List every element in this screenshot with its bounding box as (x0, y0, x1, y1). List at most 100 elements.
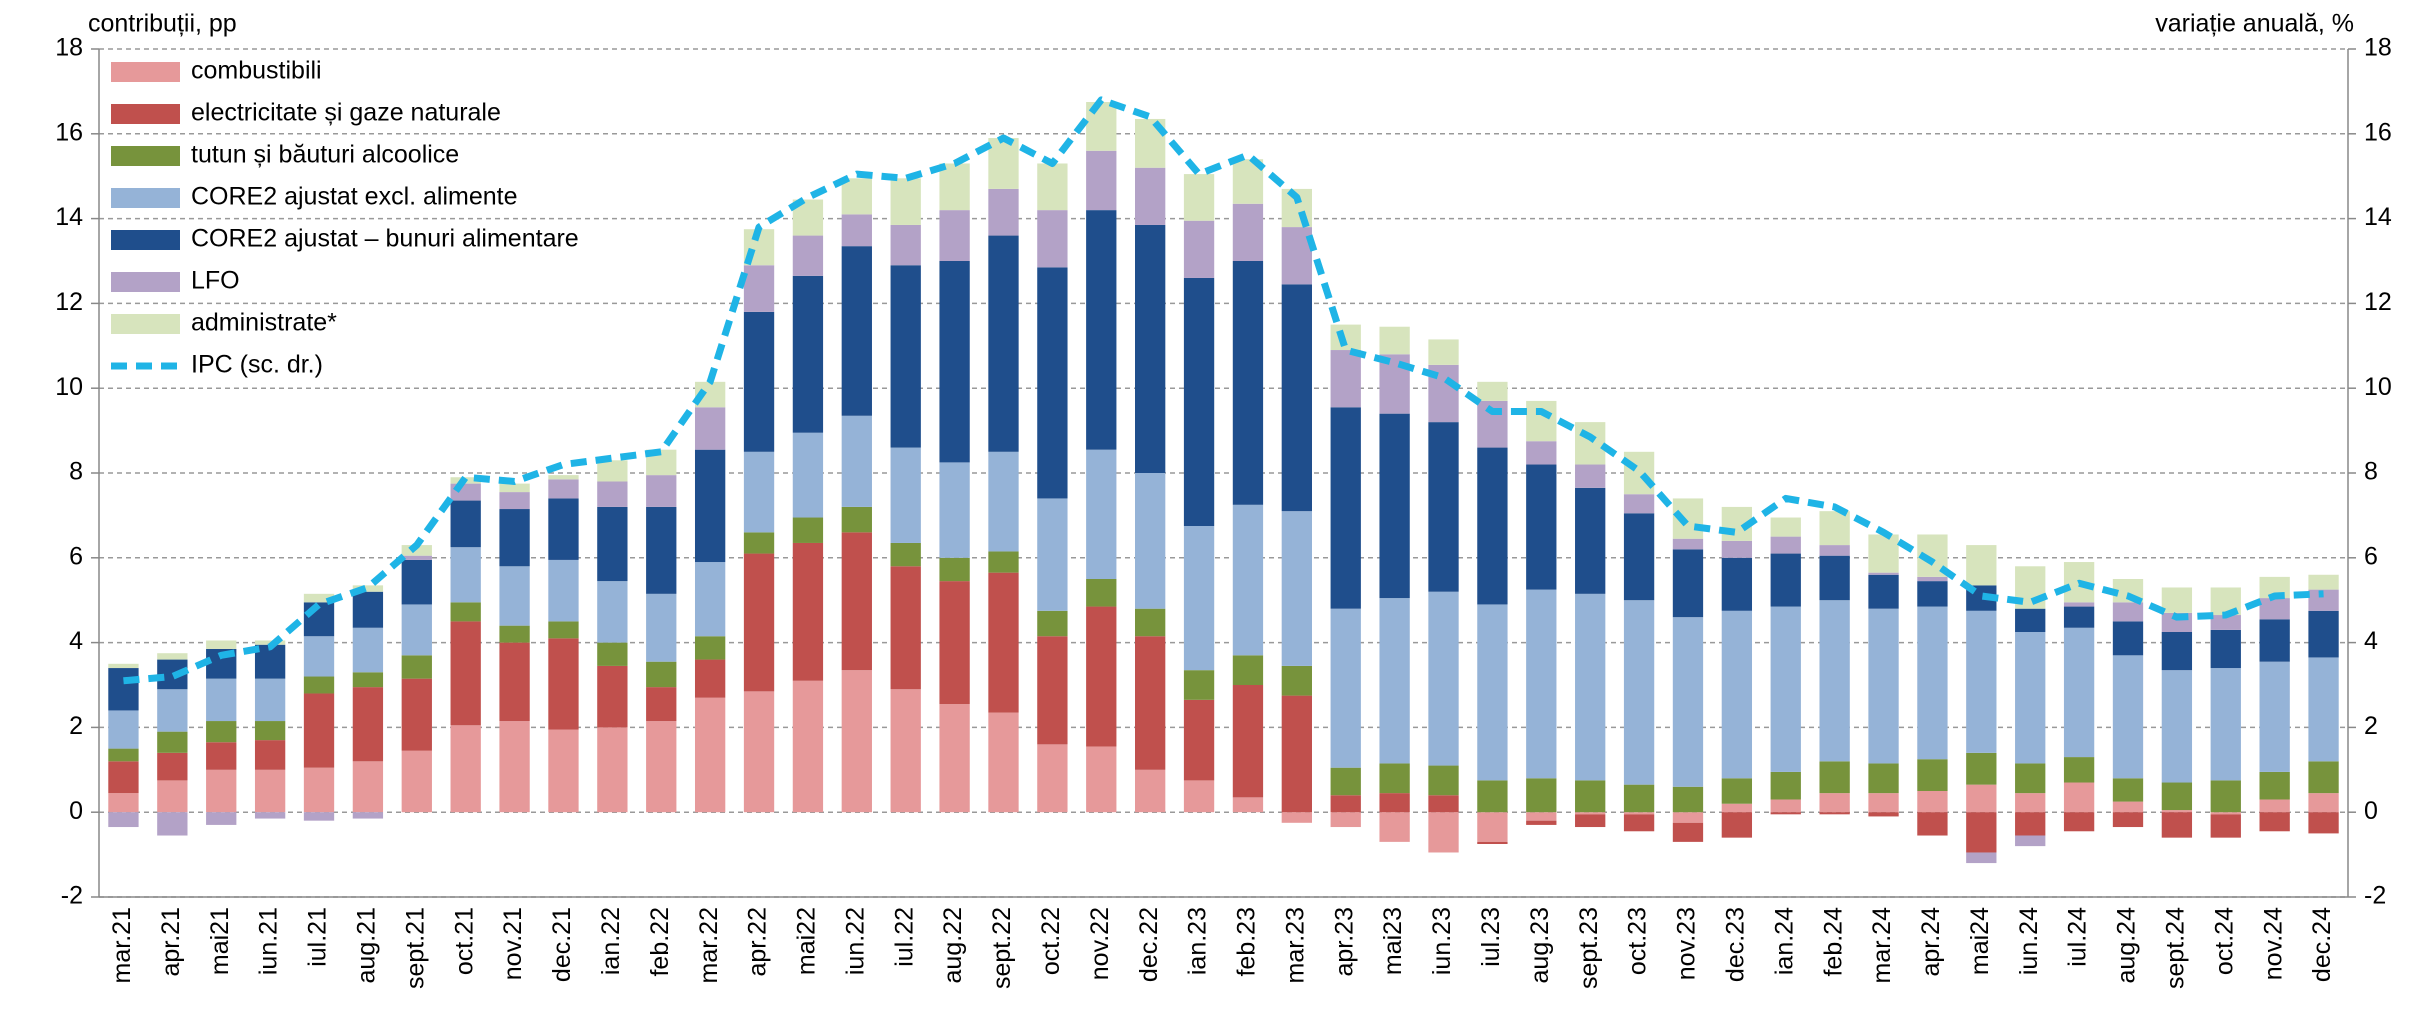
x-tick-label: iul.21 (304, 907, 332, 967)
bar-segment (1819, 761, 1850, 794)
y-tick-label: 18 (55, 34, 83, 62)
bar-segment (1281, 665, 1312, 696)
bar-segment (939, 704, 970, 813)
bar-segment (1086, 449, 1117, 579)
bar-segment (1379, 793, 1410, 813)
bar-segment (743, 311, 775, 452)
y-tick-label: 0 (69, 797, 83, 825)
legend-label: IPC (sc. dr.) (191, 351, 323, 379)
bar-segment (254, 812, 286, 819)
y-tick-label: 4 (69, 627, 83, 655)
y-tick-label: 12 (55, 288, 83, 316)
bar-segment (108, 793, 139, 813)
bar-segment (401, 555, 432, 560)
bar-segment (2015, 812, 2046, 836)
bar-segment (499, 566, 530, 626)
bar-segment (2210, 629, 2241, 669)
bar-segment (646, 661, 677, 688)
bar-segment (743, 553, 775, 692)
bar-segment (1037, 267, 1068, 499)
bar-segment (1330, 324, 1361, 351)
bar-segment (1623, 812, 1655, 815)
bar-segment (1477, 381, 1508, 401)
bar-segment (890, 566, 921, 690)
bar-segment (988, 551, 1019, 573)
bar-segment (2308, 574, 2339, 590)
bar-segment (352, 627, 384, 673)
bar-segment (1183, 780, 1215, 813)
bar-segment (1379, 763, 1410, 794)
bar-segment (1770, 771, 1801, 800)
x-tick-label: sept.24 (2161, 907, 2189, 989)
y2-tick-label: 14 (2364, 203, 2392, 231)
bar-segment (890, 447, 921, 543)
bar-segment (450, 602, 481, 622)
bar-segment (1281, 695, 1312, 813)
bar-segment (743, 265, 775, 312)
bar-segment (499, 721, 530, 813)
bar-segment (1819, 555, 1850, 601)
bar-segment (1575, 780, 1606, 813)
bar-segment (254, 678, 286, 722)
bar-segment (401, 655, 432, 679)
bar-segment (108, 812, 139, 828)
bar-segment (1526, 464, 1557, 590)
bar-segment (1330, 608, 1361, 768)
bar-segment (2112, 602, 2144, 622)
legend-label: CORE2 ajustat – bunuri alimentare (191, 225, 579, 253)
bar-segment (1868, 812, 1899, 817)
bar-segment (2015, 632, 2046, 764)
legend-swatch (111, 230, 180, 250)
bar-segment (1721, 557, 1753, 611)
bar-segment (1526, 441, 1557, 465)
bar-segment (548, 475, 579, 480)
bar-segment (1330, 407, 1361, 609)
bar-segment (499, 642, 530, 722)
bar-segment (352, 591, 384, 628)
x-tick-label: aug.21 (353, 907, 381, 983)
x-tick-label: apr.21 (157, 907, 185, 977)
bar-segment (2015, 793, 2046, 813)
bar-segment (303, 636, 335, 677)
bar-segment (1917, 581, 1948, 607)
bar-segment (1281, 812, 1312, 823)
bar-segment (1428, 795, 1459, 813)
bar-segment (1477, 447, 1508, 605)
x-tick-label: iul.24 (2064, 907, 2092, 967)
bar-segment (597, 581, 628, 643)
y-tick-label: 6 (69, 542, 83, 570)
bar-segment (303, 767, 335, 813)
y2-tick-label: 18 (2364, 34, 2392, 62)
bar-segment (2063, 757, 2095, 783)
legend-label: tutun și băuturi alcoolice (191, 141, 459, 169)
y2-tick-label: 12 (2364, 288, 2392, 316)
x-tick-label: apr.22 (744, 907, 772, 977)
x-tick-label: mai21 (206, 907, 234, 975)
x-tick-label: apr.23 (1330, 907, 1358, 977)
bar-segment (548, 621, 579, 639)
x-tick-label: nov.22 (1086, 907, 1114, 980)
bar-segment (548, 559, 579, 622)
bar-segment (841, 670, 872, 813)
bar-segment (1526, 589, 1557, 779)
bar-segment (890, 224, 921, 266)
bar-segment (157, 731, 188, 753)
x-tick-label: mar.23 (1281, 907, 1309, 983)
bar-segment (1183, 220, 1215, 278)
bar-segment (646, 687, 677, 722)
bar-segment (1868, 763, 1899, 794)
legend-swatch (111, 188, 180, 208)
x-tick-label: iul.23 (1477, 907, 1505, 967)
bar-segment (792, 542, 824, 681)
bar-segment (1819, 511, 1850, 546)
bar-segment (1819, 600, 1850, 762)
legend-swatch (111, 62, 180, 82)
bar-segment (2112, 801, 2144, 813)
bar-segment (988, 451, 1019, 552)
bar-segment (939, 581, 970, 705)
bar-segment (939, 210, 970, 261)
bar-segment (988, 188, 1019, 236)
bar-segment (1623, 600, 1655, 785)
bar-segment (352, 812, 384, 819)
bar-segment (1966, 852, 1997, 864)
